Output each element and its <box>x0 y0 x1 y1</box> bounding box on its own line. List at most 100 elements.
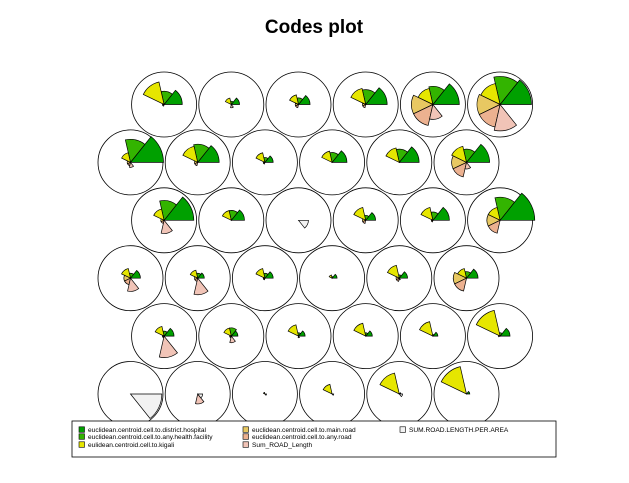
segment-1 <box>331 273 338 279</box>
som-unit <box>131 303 198 370</box>
segment-1 <box>398 146 420 163</box>
som-unit <box>97 245 164 312</box>
segment-7 <box>129 393 163 420</box>
som-unit <box>299 245 366 312</box>
unit-circle <box>131 303 198 370</box>
segment-1 <box>499 327 511 337</box>
som-unit <box>332 187 399 254</box>
segment-7 <box>264 393 267 396</box>
legend-label: SUM.ROAD.LENGTH.PER.AREA <box>409 427 509 434</box>
unit-circle <box>198 71 265 138</box>
unit-circle <box>198 187 265 254</box>
unit-circle <box>467 71 534 138</box>
segment-3 <box>121 268 132 279</box>
segment-2 <box>124 139 146 164</box>
som-unit <box>265 71 332 138</box>
som-unit <box>399 303 466 370</box>
segment-1 <box>196 145 220 163</box>
unit-circle <box>164 129 231 196</box>
som-unit <box>231 129 298 196</box>
segment-1 <box>230 97 240 105</box>
som-unit <box>366 245 433 312</box>
segment-3 <box>153 208 165 221</box>
legend-swatch <box>78 441 85 448</box>
som-unit <box>433 361 500 427</box>
segment-5 <box>362 219 367 224</box>
segment-1 <box>364 212 376 221</box>
segment-1 <box>163 196 195 221</box>
segment-5 <box>430 219 434 223</box>
segment-6 <box>398 277 401 281</box>
segment-1 <box>163 89 183 105</box>
legend-swatch <box>78 426 85 433</box>
segment-6 <box>464 161 472 170</box>
segment-3 <box>121 152 132 164</box>
segment-6 <box>128 161 135 168</box>
segment-6 <box>230 103 234 109</box>
som-unit <box>299 361 366 427</box>
segment-6 <box>229 335 236 344</box>
segment-3 <box>262 391 266 395</box>
segment-3 <box>420 207 434 221</box>
unit-circle <box>231 245 298 312</box>
unit-circle <box>366 245 433 312</box>
segment-5 <box>395 277 400 282</box>
segment-3 <box>321 150 333 164</box>
segment-3 <box>182 145 199 164</box>
segment-6 <box>297 335 301 339</box>
legend-swatch <box>78 433 85 440</box>
som-unit <box>399 71 466 138</box>
segment-5 <box>452 161 468 178</box>
som-unit <box>164 129 231 196</box>
segment-6 <box>193 277 209 296</box>
segment-7 <box>297 219 309 229</box>
som-unit <box>97 129 164 196</box>
som-unit <box>231 361 298 427</box>
som-unit <box>366 361 433 427</box>
segment-3 <box>221 210 232 221</box>
segment-3 <box>223 327 232 337</box>
segment-3 <box>385 147 400 164</box>
segment-5 <box>362 103 367 109</box>
segment-3 <box>322 383 333 395</box>
legend-label: Sum_ROAD_Length <box>252 442 312 449</box>
som-unit <box>332 303 399 370</box>
unit-circle <box>366 129 433 196</box>
segment-5 <box>262 161 266 165</box>
segment-1 <box>297 330 306 337</box>
unit-circle <box>332 303 399 370</box>
segment-1 <box>364 87 388 105</box>
segment-3 <box>419 321 434 337</box>
segment-5 <box>194 161 199 167</box>
segment-2 <box>494 196 515 222</box>
legend-label: euclidean.centroid.cell.to.any.road <box>252 434 352 441</box>
segment-1 <box>465 268 479 279</box>
segment-1 <box>129 269 141 279</box>
segment-5 <box>413 103 434 126</box>
unit-circle <box>131 71 198 138</box>
segment-3 <box>154 326 165 337</box>
segment-1 <box>264 271 274 279</box>
segment-1 <box>499 192 536 221</box>
unit-circle <box>265 71 332 138</box>
segment-7 <box>196 393 204 399</box>
segment-3 <box>353 322 367 337</box>
unit-circle <box>198 303 265 370</box>
som-unit <box>164 361 231 427</box>
segment-6 <box>127 277 140 292</box>
segment-5 <box>262 277 266 281</box>
som-unit <box>198 187 265 254</box>
segment-1 <box>465 143 490 163</box>
legend-swatch <box>242 426 249 433</box>
segment-6 <box>158 335 178 358</box>
som-unit <box>265 187 332 254</box>
segment-1 <box>364 330 373 337</box>
segment-1 <box>163 327 175 337</box>
unit-circle <box>265 187 332 254</box>
legend-box <box>71 420 557 458</box>
segment-1 <box>264 155 274 163</box>
unit-circle <box>299 129 366 196</box>
segment-3 <box>189 269 199 279</box>
som-unit <box>97 361 164 427</box>
